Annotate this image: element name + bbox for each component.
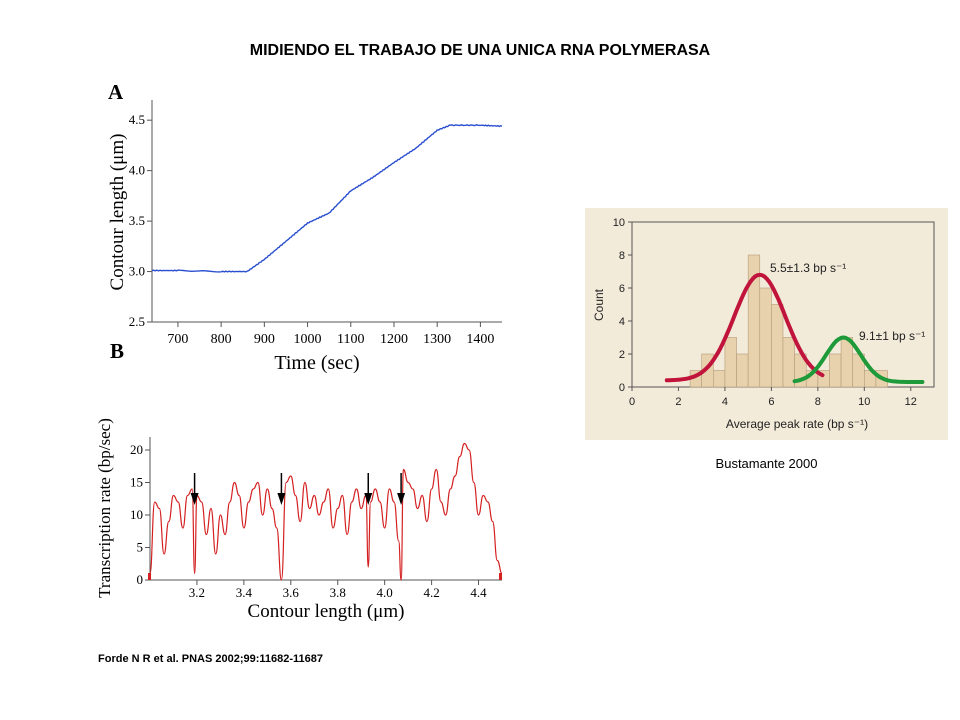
histogram-x-tick-label: 12 xyxy=(905,396,917,408)
panel-a-y-axis-label: Contour length (μm) xyxy=(107,134,128,291)
panel-b-x-tick-label: 4.2 xyxy=(423,585,439,600)
fit-label-fast: 9.1±1 bp s⁻¹ xyxy=(859,329,925,343)
histogram-bar xyxy=(759,287,772,388)
histogram-x-axis-label: Average peak rate (bp s⁻¹) xyxy=(726,417,868,431)
histogram-caption: Bustamante 2000 xyxy=(715,456,818,471)
panel-a-x-tick-label: 800 xyxy=(211,332,232,347)
histogram-y-tick-label: 4 xyxy=(619,316,625,328)
histogram-x-tick-label: 2 xyxy=(675,396,681,408)
panel-b-x-tick-label: 3.8 xyxy=(330,585,346,600)
pause-arrow-head xyxy=(397,493,406,505)
panel-b-x-axis-label: Contour length (μm) xyxy=(248,601,405,622)
panel-a-x-tick-label: 1300 xyxy=(423,332,451,347)
panel-a-x-axis-label: Time (sec) xyxy=(274,352,359,374)
histogram-y-tick-label: 0 xyxy=(619,382,625,394)
histogram-bar xyxy=(829,353,842,388)
panel-b-y-tick-label: 20 xyxy=(130,442,143,457)
panel-b-y-tick-label: 5 xyxy=(137,540,144,555)
pause-arrow-head xyxy=(364,493,373,505)
histogram-bar xyxy=(840,337,853,388)
panel-b-x-tick-label: 4.0 xyxy=(377,585,393,600)
panel-b-label: B xyxy=(110,339,124,363)
histogram-bar xyxy=(771,304,784,388)
panel-a-y-tick-label: 4.0 xyxy=(129,163,145,178)
histogram-bar xyxy=(736,353,749,388)
panel-a-x-tick-label: 900 xyxy=(254,332,275,347)
panel-a-label: A xyxy=(108,80,124,104)
slide-title: MIDIENDO EL TRABAJO DE UNA UNICA RNA POL… xyxy=(249,42,711,59)
panel-a-x-tick-label: 700 xyxy=(167,332,188,347)
panel-b-y-tick-label: 0 xyxy=(137,572,144,587)
panel-b-x-tick-label: 3.2 xyxy=(189,585,205,600)
panel-a-chart: A 2.5 3.0 3.5 4.0 4.5 700 800 900 1000 1100 1200 1… xyxy=(107,80,503,374)
histogram-y-tick-label: 6 xyxy=(619,283,625,295)
panel-b-x-tick-label: 3.4 xyxy=(236,585,253,600)
panel-a-x-tick-label: 1000 xyxy=(294,332,322,347)
histogram-bar xyxy=(782,337,795,388)
histogram-y-tick-label: 10 xyxy=(613,217,625,229)
fit-label-slow: 5.5±1.3 bp s⁻¹ xyxy=(770,261,846,275)
histogram-fit-curve xyxy=(792,335,925,384)
panel-b-y-tick-label: 15 xyxy=(130,475,143,490)
panel-b-y-tick-label: 10 xyxy=(130,507,143,522)
panel-b-chart: B 0 5 10 15 20 3.2 3.4 3.6 3.8 4.0 4.2 4.4 Contour… xyxy=(95,339,503,622)
pause-arrow-head xyxy=(277,493,286,505)
histogram-bar xyxy=(724,337,737,388)
panel-b-series-line xyxy=(149,442,503,581)
panel-b-x-tick-label: 3.6 xyxy=(283,585,300,600)
panel-a-y-tick-label: 2.5 xyxy=(129,314,145,329)
panel-b-end-marker xyxy=(499,573,502,580)
histogram-bar xyxy=(713,370,726,388)
panel-a-x-tick-label: 1100 xyxy=(337,332,364,347)
citation: Forde N R et al. PNAS 2002;99:11682-1168… xyxy=(98,653,324,665)
histogram-fit-curve xyxy=(664,272,825,383)
histogram-y-axis-label: Count xyxy=(592,288,606,321)
panel-a-x-tick-label: 1400 xyxy=(466,332,494,347)
histogram-x-tick-label: 10 xyxy=(858,396,870,408)
histogram-chart: 0 2 4 6 8 10 0 2 4 6 8 10 12 5.5±1.3 bp s⁻¹ 9.1±1 bp… xyxy=(585,208,948,440)
panel-b-start-marker xyxy=(148,573,151,580)
panel-a-series-line xyxy=(151,124,503,273)
panel-a-y-tick-label: 3.5 xyxy=(129,213,145,228)
panel-b-x-tick-label: 4.4 xyxy=(470,585,487,600)
panel-a-x-tick-label: 1200 xyxy=(380,332,408,347)
histogram-y-tick-label: 8 xyxy=(619,250,625,262)
panel-b-y-axis-label: Transcription rate (bp/sec) xyxy=(95,418,114,598)
pause-arrow-head xyxy=(190,493,199,505)
panel-a-y-tick-label: 4.5 xyxy=(129,112,145,127)
histogram-x-tick-label: 8 xyxy=(815,396,821,408)
histogram-y-tick-label: 2 xyxy=(619,349,625,361)
histogram-x-tick-label: 6 xyxy=(768,396,774,408)
histogram-x-tick-label: 0 xyxy=(629,396,635,408)
panel-a-y-tick-label: 3.0 xyxy=(129,264,145,279)
histogram-x-tick-label: 4 xyxy=(722,396,728,408)
